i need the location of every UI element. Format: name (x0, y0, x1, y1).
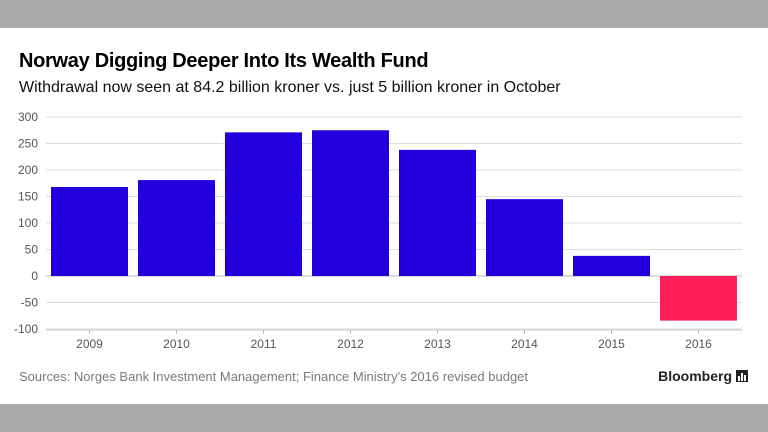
chart-title: Norway Digging Deeper Into Its Wealth Fu… (19, 50, 429, 72)
bar-2015 (573, 255, 650, 276)
y-tick-label: -50 (21, 296, 39, 310)
bars (51, 130, 737, 321)
chart-subtitle: Withdrawal now seen at 84.2 billion kron… (19, 79, 561, 96)
x-tick-label: 2011 (251, 337, 277, 351)
x-tick-label: 2016 (685, 337, 712, 351)
bar-2010 (138, 180, 215, 276)
bar-2011 (225, 132, 302, 276)
brand-logo: Bloomberg (658, 368, 748, 384)
x-tick-label: 2013 (424, 337, 451, 351)
y-axis-tick-labels: 300 250 200 150 100 50 0 -50 -100 (14, 110, 38, 336)
x-tick-label: 2015 (598, 337, 625, 351)
chart-card: Norway Digging Deeper Into Its Wealth Fu… (0, 28, 768, 404)
bar-2013 (399, 149, 476, 276)
bar-2012 (312, 130, 389, 276)
y-tick-label: 300 (18, 110, 38, 124)
y-tick-label: 100 (18, 216, 38, 230)
bar-2016 (660, 276, 737, 321)
x-tick-label: 2009 (76, 337, 103, 351)
y-tick-label: 0 (31, 269, 38, 283)
y-tick-label: 150 (18, 190, 38, 204)
x-axis-tick-labels: 2009 2010 2011 2012 2013 2014 2015 2016 (76, 330, 712, 351)
source-note: Sources: Norges Bank Investment Manageme… (19, 369, 529, 384)
x-tick-label: 2014 (511, 337, 538, 351)
y-tick-label: -100 (14, 322, 38, 336)
bar-2014 (486, 199, 563, 276)
x-tick-label: 2010 (163, 337, 190, 351)
bar-chart-icon (736, 370, 748, 382)
y-tick-label: 250 (18, 137, 38, 151)
y-tick-label: 50 (25, 243, 39, 257)
x-tick-label: 2012 (337, 337, 364, 351)
y-tick-label: 200 (18, 163, 38, 177)
bar-2009 (51, 186, 128, 276)
brand-name: Bloomberg (658, 368, 732, 384)
